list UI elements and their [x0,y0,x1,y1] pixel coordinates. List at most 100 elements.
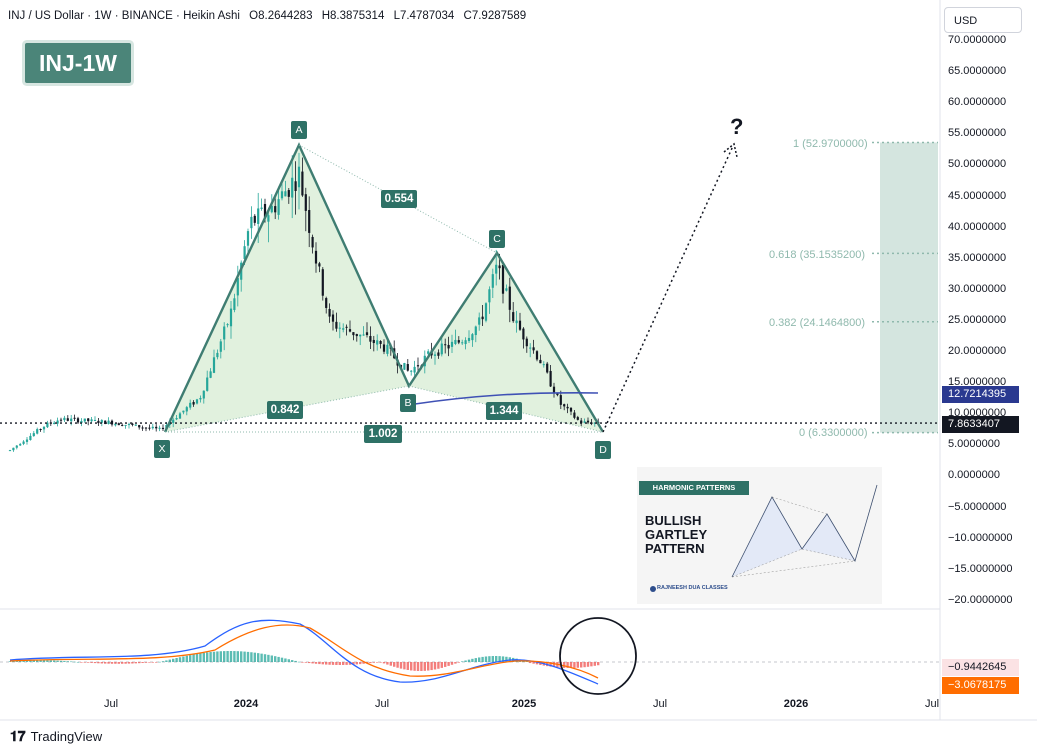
macd-histogram-bar [206,652,209,662]
candle-body [471,334,474,341]
macd-histogram-bar [195,653,199,662]
macd-histogram-bar [342,662,345,665]
candle-body [461,342,464,344]
tradingview-logo-text: TradingView [30,729,103,744]
candle-body [212,357,216,373]
macd-histogram-bar [246,651,250,662]
last-price-tag: 7.8633407 [942,416,1019,433]
candle-body [352,332,355,336]
candle-body [542,364,545,366]
time-axis-label: Jul [374,698,390,710]
candle-body [294,181,297,191]
candle-body [178,413,182,419]
macd-histogram-bar [314,662,318,664]
macd-histogram-bar [127,662,131,664]
candle-body [501,264,505,294]
currency-button[interactable]: USD [944,7,1022,33]
price-axis-label: 40.0000000 [948,220,1007,233]
price-axis-label: 0.0000000 [948,469,1000,482]
candle-body [202,390,205,399]
macd-histogram-bar [73,661,76,663]
candle-body [63,417,66,421]
projection-question-mark: ? [730,114,744,139]
candle-body [508,286,511,310]
candle-body [29,435,32,441]
time-axis-label: Jul [924,698,940,710]
time-axis-label: Jul [103,698,119,710]
tradingview-logo[interactable]: 𝟏𝟕 TradingView [10,728,102,745]
macd-histogram-bar [586,662,590,667]
macd-histogram-bar [301,662,304,663]
candle-body [274,206,277,213]
candle-body [161,427,165,429]
signal-value-tag: −3.0678175 [942,677,1019,694]
macd-histogram-bar [270,655,273,662]
macd-histogram-bar [488,656,491,662]
fib-label-0618: 0.618 (35.1535200) [769,249,866,261]
macd-histogram-bar [192,654,195,662]
macd-histogram-bar [172,658,175,662]
candle-body [491,274,494,288]
macd-histogram-bar [291,660,294,662]
macd-histogram-bar [450,662,454,665]
xab-triangle [165,145,409,432]
macd-histogram-bar [219,651,222,662]
candle-body [243,246,246,259]
candle-body [56,420,59,424]
macd-histogram-bar [39,660,42,662]
candle-body [121,424,124,426]
point-a-label: A [291,121,307,139]
macd-histogram-bar [107,662,110,664]
candle-body [267,215,270,222]
candle-body [525,338,528,347]
ratio-xd-badge: 1.002 [364,425,402,443]
candle-body [505,288,508,291]
candle-body [348,329,352,332]
macd-histogram-bar [535,662,539,665]
price-axis-label: −15.0000000 [948,562,1013,575]
candle-body [512,312,515,322]
ma-price-tag: 12.7214395 [942,386,1019,403]
price-axis-label: 25.0000000 [948,313,1007,326]
candle-body [131,423,134,426]
candle-body [467,337,471,342]
macd-histogram-bar [427,662,430,671]
macd-histogram-bar [576,662,579,668]
fib-label-1: 1 (52.9700000) [793,138,868,150]
candle-body [246,231,250,246]
candle-body [216,352,219,358]
macd-histogram-bar [70,661,73,663]
macd-histogram-bar [202,652,205,662]
candle-body [580,420,583,424]
candle-body [32,433,35,437]
close-value: C7.9287589 [463,10,527,22]
macd-histogram-bar [590,662,593,667]
macd-histogram-bar [569,662,573,668]
macd-histogram-bar [597,662,600,666]
price-axis-label: 45.0000000 [948,189,1007,202]
candle-body [114,423,117,426]
macd-histogram-bar [495,656,498,662]
macd-histogram-bar [104,662,107,664]
macd-histogram-bar [250,652,253,662]
inset-title-line: PATTERN [645,541,705,556]
macd-histogram-bar [284,658,287,662]
macd-histogram-bar [355,662,358,665]
symbol-header: INJ / US Dollar · 1W · BINANCE · Heikin … [8,10,532,22]
macd-histogram-bar [481,656,484,662]
candle-body [515,320,518,324]
candle-body [539,359,542,364]
candle-body [134,424,137,426]
macd-histogram-bar [335,662,338,665]
candle-body [573,412,576,418]
macd-histogram-bar [304,662,307,663]
fib-label-0: 0 (6.3300000) [799,427,868,439]
candle-body [148,427,151,429]
macd-histogram-bar [199,653,202,662]
macd-histogram-bar [56,660,59,662]
macd-histogram-bar [348,662,352,665]
macd-histogram-bar [382,662,386,664]
macd-histogram-bar [403,662,406,670]
symbol-name[interactable]: INJ / US Dollar · 1W · BINANCE · Heikin … [8,10,240,22]
